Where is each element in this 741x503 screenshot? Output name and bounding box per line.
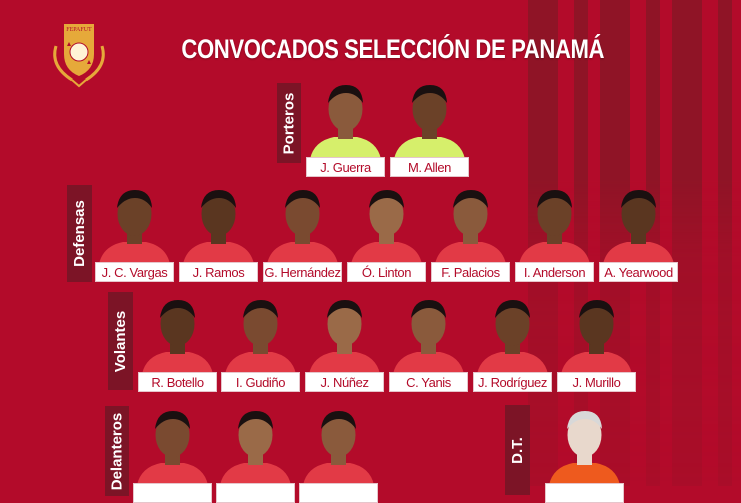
- player-photo: [137, 411, 208, 485]
- player-card: I. Anderson: [515, 184, 594, 282]
- section-label-text: D.T.: [509, 436, 527, 464]
- section-label-delanteros: Delanteros: [105, 406, 129, 496]
- section-label-volantes: Volantes: [108, 292, 133, 390]
- player-name: [299, 483, 378, 503]
- player-name: Ó. Linton: [347, 262, 426, 282]
- player-photo: [310, 85, 381, 159]
- player-card: R. Botello: [138, 294, 217, 392]
- player-card: J. Guerra: [306, 79, 385, 177]
- player-name: [133, 483, 212, 503]
- section-label-dt: D.T.: [505, 405, 530, 495]
- player-name: M. Allen: [390, 157, 469, 177]
- section-label-text: Volantes: [112, 310, 129, 372]
- section-label-text: Defensas: [71, 200, 89, 267]
- player-card: J. Núñez: [305, 294, 384, 392]
- player-name: J. Guerra: [306, 157, 385, 177]
- player-photo: [519, 190, 590, 264]
- player-name: J. Murillo: [557, 372, 636, 392]
- player-photo: [183, 190, 254, 264]
- player-card: Ó. Linton: [347, 184, 426, 282]
- player-photo: [435, 190, 506, 264]
- player-photo: [142, 300, 213, 374]
- player-card: J. C. Vargas: [95, 184, 174, 282]
- player-name: [216, 483, 295, 503]
- player-photo: [225, 300, 296, 374]
- player-photo: [303, 411, 374, 485]
- player-card: [133, 405, 212, 503]
- section-label-defensas: Defensas: [67, 185, 92, 282]
- player-photo: [393, 300, 464, 374]
- player-photo: [309, 300, 380, 374]
- player-name: J. C. Vargas: [95, 262, 174, 282]
- player-card: [545, 405, 624, 503]
- player-card: I. Gudiño: [221, 294, 300, 392]
- player-name: C. Yanis: [389, 372, 468, 392]
- player-name: G. Hernández: [263, 262, 342, 282]
- player-card: J. Murillo: [557, 294, 636, 392]
- player-card: [216, 405, 295, 503]
- section-label-text: Porteros: [280, 92, 298, 154]
- player-photo: [394, 85, 465, 159]
- player-photo: [267, 190, 338, 264]
- player-photo: [549, 411, 620, 485]
- fepafut-crest-logo: FEPAFUT: [46, 18, 112, 88]
- page-title: CONVOCADOS SELECCIÓN DE PANAMÁ: [181, 34, 605, 64]
- player-name: F. Palacios: [431, 262, 510, 282]
- player-card: J. Rodríguez: [473, 294, 552, 392]
- player-photo: [351, 190, 422, 264]
- player-card: [299, 405, 378, 503]
- player-photo: [477, 300, 548, 374]
- player-photo: [603, 190, 674, 264]
- player-name: J. Núñez: [305, 372, 384, 392]
- player-name: I. Anderson: [515, 262, 594, 282]
- player-name: J. Ramos: [179, 262, 258, 282]
- player-card: M. Allen: [390, 79, 469, 177]
- player-name: J. Rodríguez: [473, 372, 552, 392]
- player-name: [545, 483, 624, 503]
- player-name: R. Botello: [138, 372, 217, 392]
- player-card: J. Ramos: [179, 184, 258, 282]
- section-label-porteros: Porteros: [277, 83, 301, 163]
- section-label-text: Delanteros: [108, 412, 126, 490]
- player-card: F. Palacios: [431, 184, 510, 282]
- svg-text:FEPAFUT: FEPAFUT: [66, 27, 92, 33]
- player-name: A. Yearwood: [599, 262, 678, 282]
- player-card: G. Hernández: [263, 184, 342, 282]
- player-card: C. Yanis: [389, 294, 468, 392]
- player-card: A. Yearwood: [599, 184, 678, 282]
- player-name: I. Gudiño: [221, 372, 300, 392]
- player-photo: [99, 190, 170, 264]
- player-photo: [561, 300, 632, 374]
- player-photo: [220, 411, 291, 485]
